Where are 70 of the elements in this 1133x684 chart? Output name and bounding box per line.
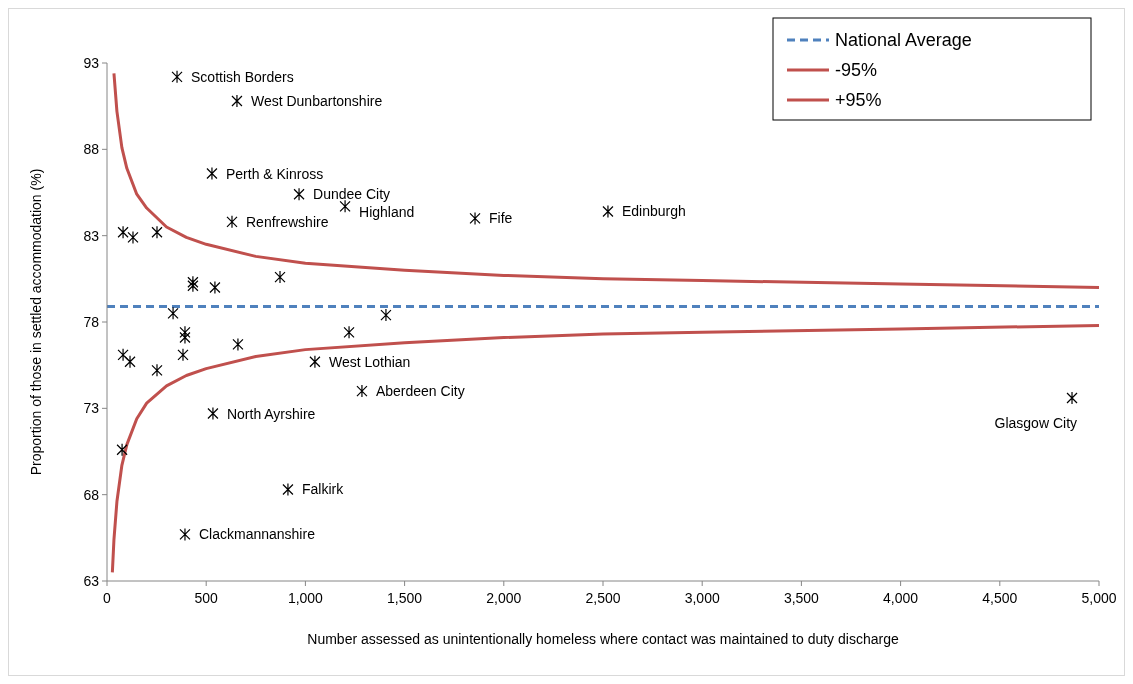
point [309, 355, 321, 369]
annotation: Edinburgh [621, 203, 686, 220]
point [179, 330, 191, 345]
point [177, 348, 189, 362]
x-tick-label: 1,000 [287, 590, 324, 606]
legend-label: +95% [835, 90, 882, 110]
annotation: Glasgow City [994, 414, 1078, 431]
point [151, 363, 163, 377]
point [226, 215, 238, 229]
line-series [110, 323, 1101, 574]
y-tick-label: 83 [83, 227, 100, 244]
annotation: Perth & Kinross [225, 165, 324, 182]
annotation: Clackmannanshire [198, 526, 316, 543]
y-tick-label: 88 [83, 141, 100, 158]
point [282, 482, 294, 497]
annotation: West Lothian [328, 353, 411, 370]
annotation: Aberdeen City [375, 383, 465, 400]
point [179, 325, 191, 339]
y-tick-label: 63 [83, 573, 100, 589]
point [171, 70, 183, 84]
point [343, 325, 355, 339]
y-tick-label: 78 [83, 314, 100, 330]
x-tick-label: 3,500 [783, 590, 820, 606]
annotation: Renfrewshire [245, 213, 329, 230]
x-tick-label: 2,500 [585, 590, 621, 606]
point [339, 199, 351, 213]
point [187, 279, 199, 293]
point [179, 527, 191, 541]
annotation: Falkirk [301, 481, 345, 498]
annotation: Highland [359, 204, 415, 221]
point [602, 204, 614, 219]
x-axis-title: Number assessed as unintentionally homeless where contact was maintained to duty discharge [307, 631, 899, 647]
point [151, 225, 163, 239]
legend-label: -95% [835, 60, 878, 80]
point [293, 187, 305, 201]
legend-label: National Average [835, 30, 972, 50]
annotation: Scottish Borders [191, 68, 294, 85]
point [206, 166, 218, 181]
point [356, 384, 368, 398]
annotation: North Ayrshire [226, 405, 316, 422]
point [380, 308, 392, 322]
point [124, 355, 136, 369]
point [187, 275, 199, 289]
point [207, 406, 219, 421]
point [232, 337, 244, 352]
x-tick-label: 0 [103, 590, 112, 606]
point [274, 270, 286, 284]
x-tick-label: 5,000 [1081, 590, 1117, 606]
x-tick-label: 4,500 [982, 590, 1018, 606]
point [469, 211, 481, 225]
point [117, 348, 129, 362]
point [127, 230, 139, 244]
point [231, 94, 243, 108]
y-tick-label: 93 [83, 55, 100, 71]
annotation: West Dunbartonshire [250, 92, 383, 109]
point [117, 225, 129, 239]
annotation: Dundee City [313, 186, 391, 203]
point [1066, 391, 1078, 405]
annotation: Fife [489, 210, 513, 227]
x-tick-label: 2,000 [486, 590, 522, 606]
x-tick-label: 4,000 [883, 590, 919, 606]
x-tick-label: 1,500 [387, 590, 423, 606]
x-tick-label: 500 [194, 590, 219, 606]
y-tick-label: 73 [83, 400, 100, 417]
point [167, 306, 179, 320]
y-tick-label: 68 [83, 486, 100, 503]
y-axis-title: Proportion of those in settled accommodation (%) [28, 168, 44, 476]
point [209, 280, 221, 295]
x-tick-label: 3,000 [684, 590, 720, 606]
point [116, 443, 128, 457]
